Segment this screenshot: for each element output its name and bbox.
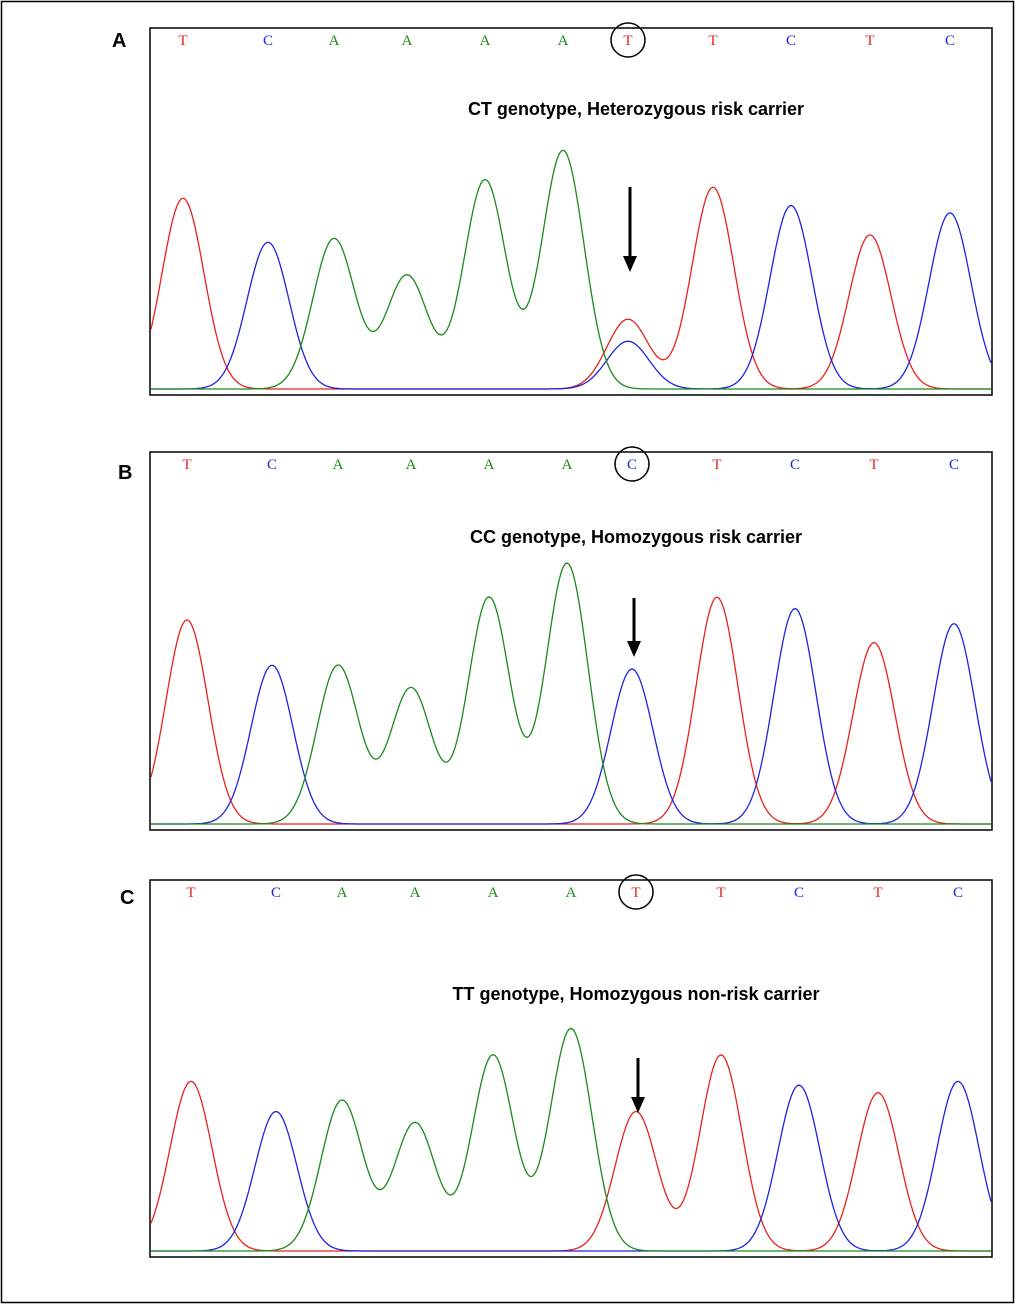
base-call: C bbox=[794, 885, 804, 901]
annotation: TT genotype, Homozygous non-risk carrier bbox=[452, 984, 819, 1004]
base-call: A bbox=[484, 457, 495, 473]
base-call: T bbox=[178, 33, 187, 49]
base-call: A bbox=[488, 885, 499, 901]
base-call: A bbox=[558, 33, 569, 49]
base-call: C bbox=[786, 33, 796, 49]
annotation: CT genotype, Heterozygous risk carrier bbox=[468, 99, 804, 119]
base-call: T bbox=[182, 457, 191, 473]
base-call: T bbox=[865, 33, 874, 49]
figure: A T C A A A A T T C T C CT genotype, Heterozygous ri… bbox=[0, 0, 1016, 1305]
base-call: T bbox=[712, 457, 721, 473]
panel-label: A bbox=[112, 30, 126, 52]
base-call: A bbox=[333, 457, 344, 473]
panel: C T C A A A A T T C T C TT genotype, Homozygous non-… bbox=[120, 875, 992, 1257]
panel: B T C A A A A C T C T C CC genotype, Homozygous risk… bbox=[118, 447, 992, 830]
base-call: T bbox=[631, 885, 640, 901]
base-call: A bbox=[402, 33, 413, 49]
base-call: T bbox=[869, 457, 878, 473]
base-call: A bbox=[337, 885, 348, 901]
base-call: T bbox=[873, 885, 882, 901]
panel-frame bbox=[150, 28, 992, 395]
base-call: C bbox=[953, 885, 963, 901]
base-call: A bbox=[562, 457, 573, 473]
panel-frame bbox=[150, 452, 992, 830]
base-call: C bbox=[267, 457, 277, 473]
panel-frame bbox=[150, 880, 992, 1257]
base-call: C bbox=[263, 33, 273, 49]
base-call: C bbox=[627, 457, 637, 473]
base-call: A bbox=[410, 885, 421, 901]
base-call: A bbox=[566, 885, 577, 901]
base-call: T bbox=[708, 33, 717, 49]
base-call: C bbox=[271, 885, 281, 901]
base-call: C bbox=[949, 457, 959, 473]
base-call: T bbox=[716, 885, 725, 901]
base-call: T bbox=[186, 885, 195, 901]
base-call: A bbox=[329, 33, 340, 49]
base-call: A bbox=[480, 33, 491, 49]
base-call: C bbox=[790, 457, 800, 473]
panel-label: B bbox=[118, 462, 132, 484]
panel-label: C bbox=[120, 887, 134, 909]
base-call: A bbox=[406, 457, 417, 473]
base-call: T bbox=[623, 33, 632, 49]
panel: A T C A A A A T T C T C CT genotype, Heterozygous ri… bbox=[112, 23, 992, 395]
base-call: C bbox=[945, 33, 955, 49]
annotation: CC genotype, Homozygous risk carrier bbox=[470, 527, 802, 547]
